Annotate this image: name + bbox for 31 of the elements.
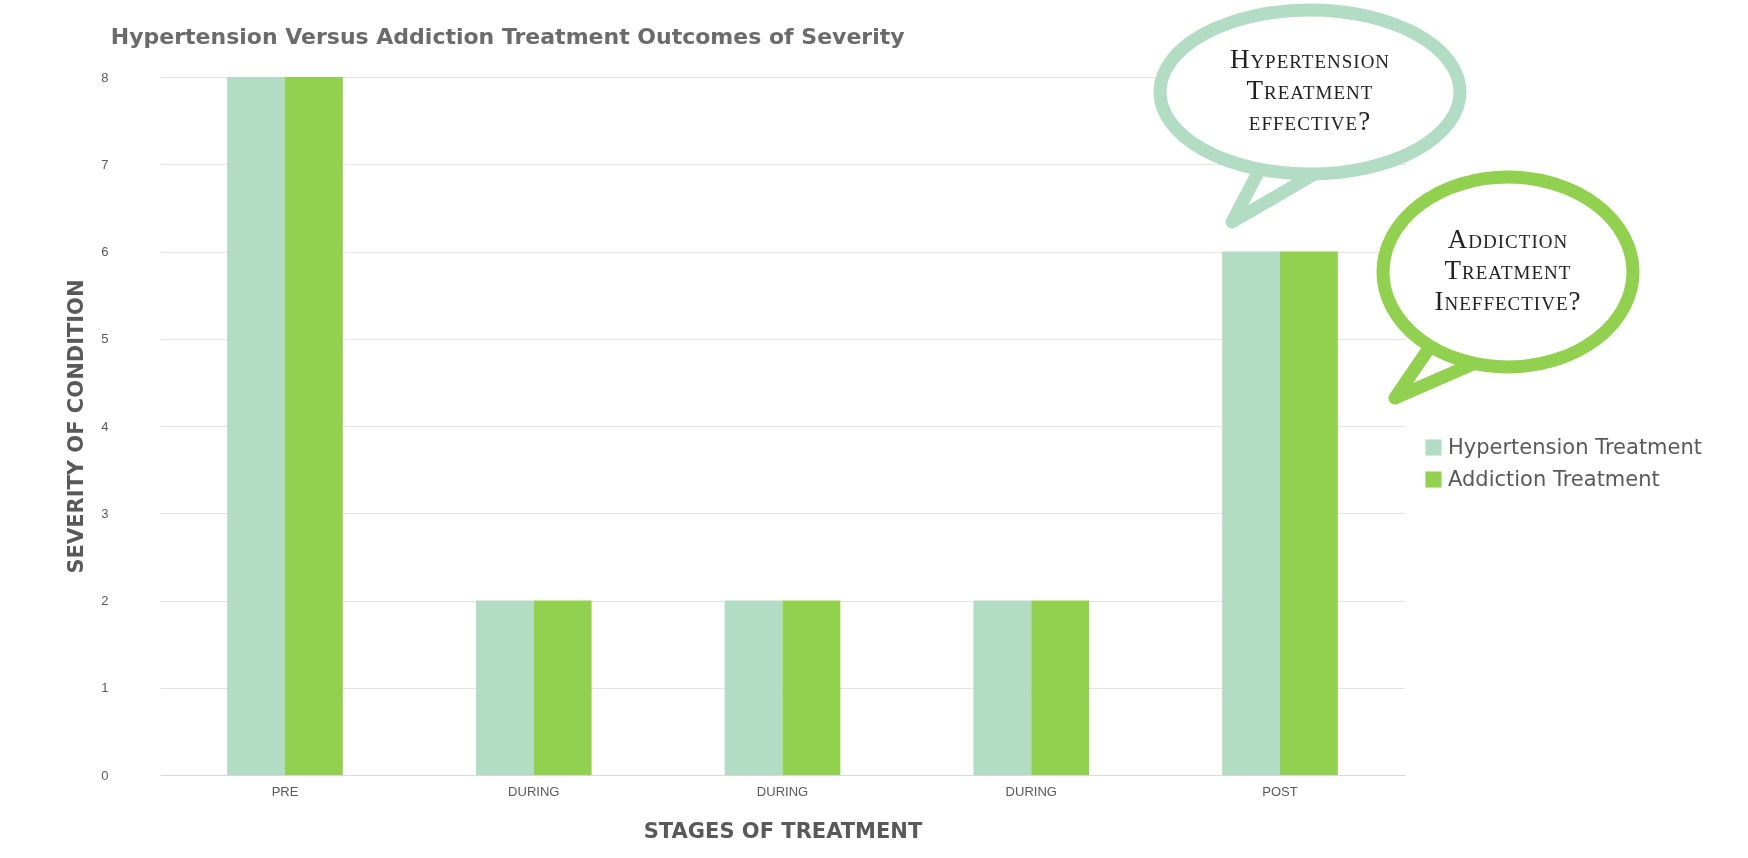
- y-tick-label: 8: [101, 69, 109, 85]
- y-tick-label: 0: [101, 767, 109, 783]
- x-tick-label: DURING: [1005, 783, 1057, 799]
- bar: [227, 77, 285, 775]
- y-tick-label: 1: [101, 680, 109, 696]
- legend-label: Hypertension Treatment: [1448, 434, 1703, 459]
- y-tick-label: 4: [101, 418, 109, 434]
- x-tick-label: PRE: [271, 783, 299, 799]
- bar: [782, 600, 841, 775]
- bar: [724, 600, 783, 775]
- annotation: Hypertension Treatment effective?: [1228, 44, 1392, 137]
- bar: [973, 600, 1032, 775]
- y-tick-label: 6: [101, 244, 109, 259]
- legend-label: Addiction Treatment: [1448, 466, 1660, 491]
- bar: [1280, 251, 1338, 775]
- x-axis-title: STAGES OF TREATMENT: [643, 818, 923, 843]
- y-axis-title: SEVERITY OF CONDITION: [64, 279, 89, 574]
- x-tick-label: DURING: [508, 783, 560, 799]
- y-tick-label: 2: [101, 593, 109, 608]
- y-tick-label: 3: [101, 505, 109, 521]
- bar: [475, 600, 534, 775]
- x-tick-label: DURING: [756, 783, 809, 799]
- bar: [533, 600, 592, 775]
- bar: [1031, 600, 1090, 775]
- chart-title: Hypertension Versus Addiction Treatment Outcomes of Severity: [110, 24, 905, 49]
- y-tick-label: 5: [101, 331, 109, 347]
- text: Addiction Treatment Ineffective?: [1433, 224, 1583, 317]
- bar: [1222, 251, 1280, 775]
- y-tick-label: 7: [101, 156, 109, 172]
- bar: [285, 77, 343, 775]
- x-tick-label: POST: [1262, 783, 1298, 799]
